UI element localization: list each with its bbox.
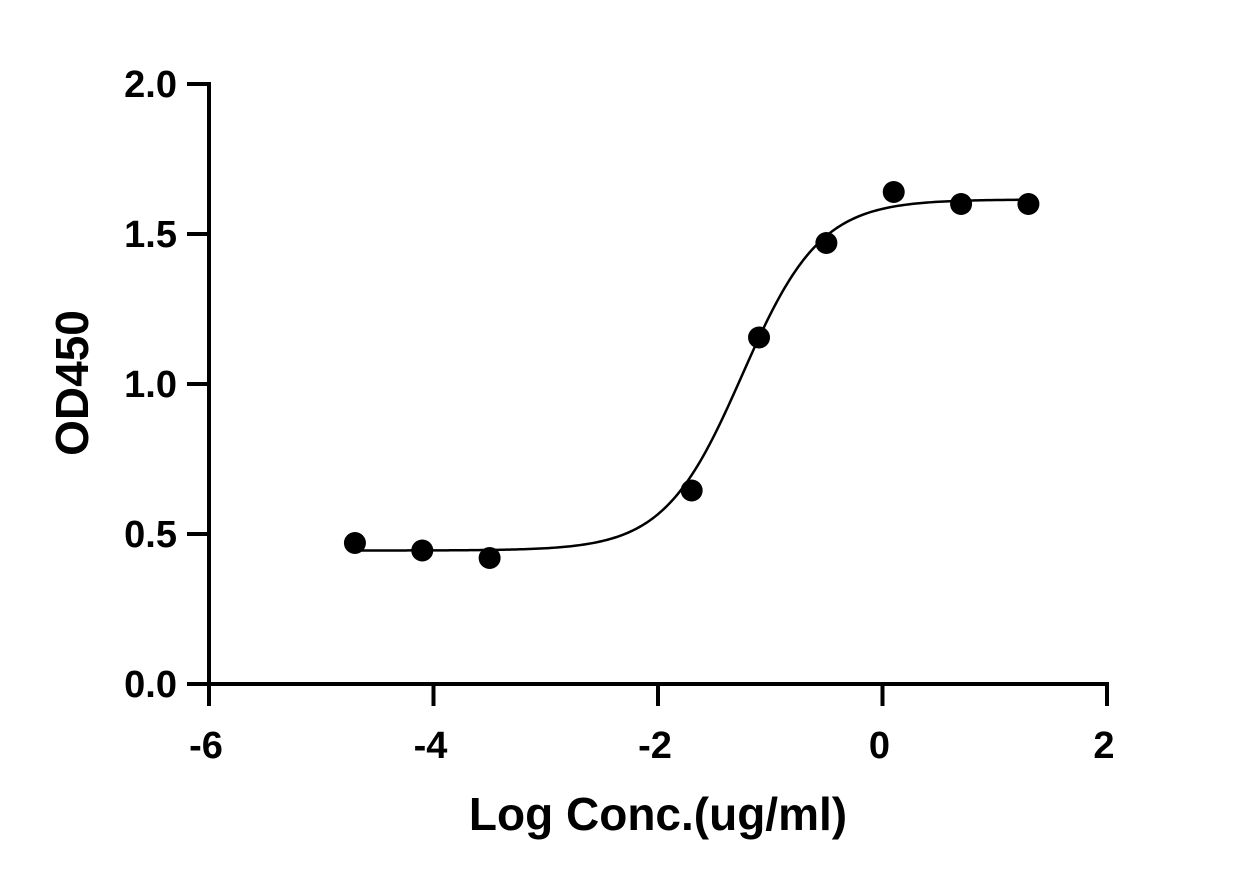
x-tick-label: 0 — [869, 725, 890, 767]
data-point — [343, 532, 366, 554]
y-tick-label: 1.5 — [124, 214, 177, 256]
data-point — [882, 181, 905, 203]
y-tick-label: 2.0 — [124, 64, 177, 106]
y-tick-label: 0.0 — [124, 664, 177, 706]
fit-curve — [354, 198, 1029, 552]
data-point — [1017, 193, 1040, 215]
x-tick-label: -4 — [414, 725, 448, 767]
data-point — [478, 547, 501, 569]
x-tick-label: -2 — [638, 725, 672, 767]
data-point — [950, 193, 973, 215]
x-axis-label: Log Conc.(ug/ml) — [469, 788, 847, 840]
data-point — [748, 326, 771, 349]
axes — [207, 82, 1109, 686]
y-axis-label: OD450 — [46, 310, 98, 456]
data-point — [411, 539, 434, 562]
y-ticks: 0.0 0.5 1.0 1.5 2.0 — [124, 64, 209, 706]
y-tick-label: 1.0 — [124, 364, 177, 406]
data-point — [815, 232, 838, 254]
data-point — [680, 479, 703, 502]
x-tick-label: 2 — [1093, 725, 1114, 767]
x-tick-label: -6 — [189, 725, 223, 767]
y-tick-label: 0.5 — [124, 514, 177, 556]
data-points — [343, 181, 1040, 569]
x-ticks: -6 -4 -2 0 2 — [189, 684, 1115, 767]
